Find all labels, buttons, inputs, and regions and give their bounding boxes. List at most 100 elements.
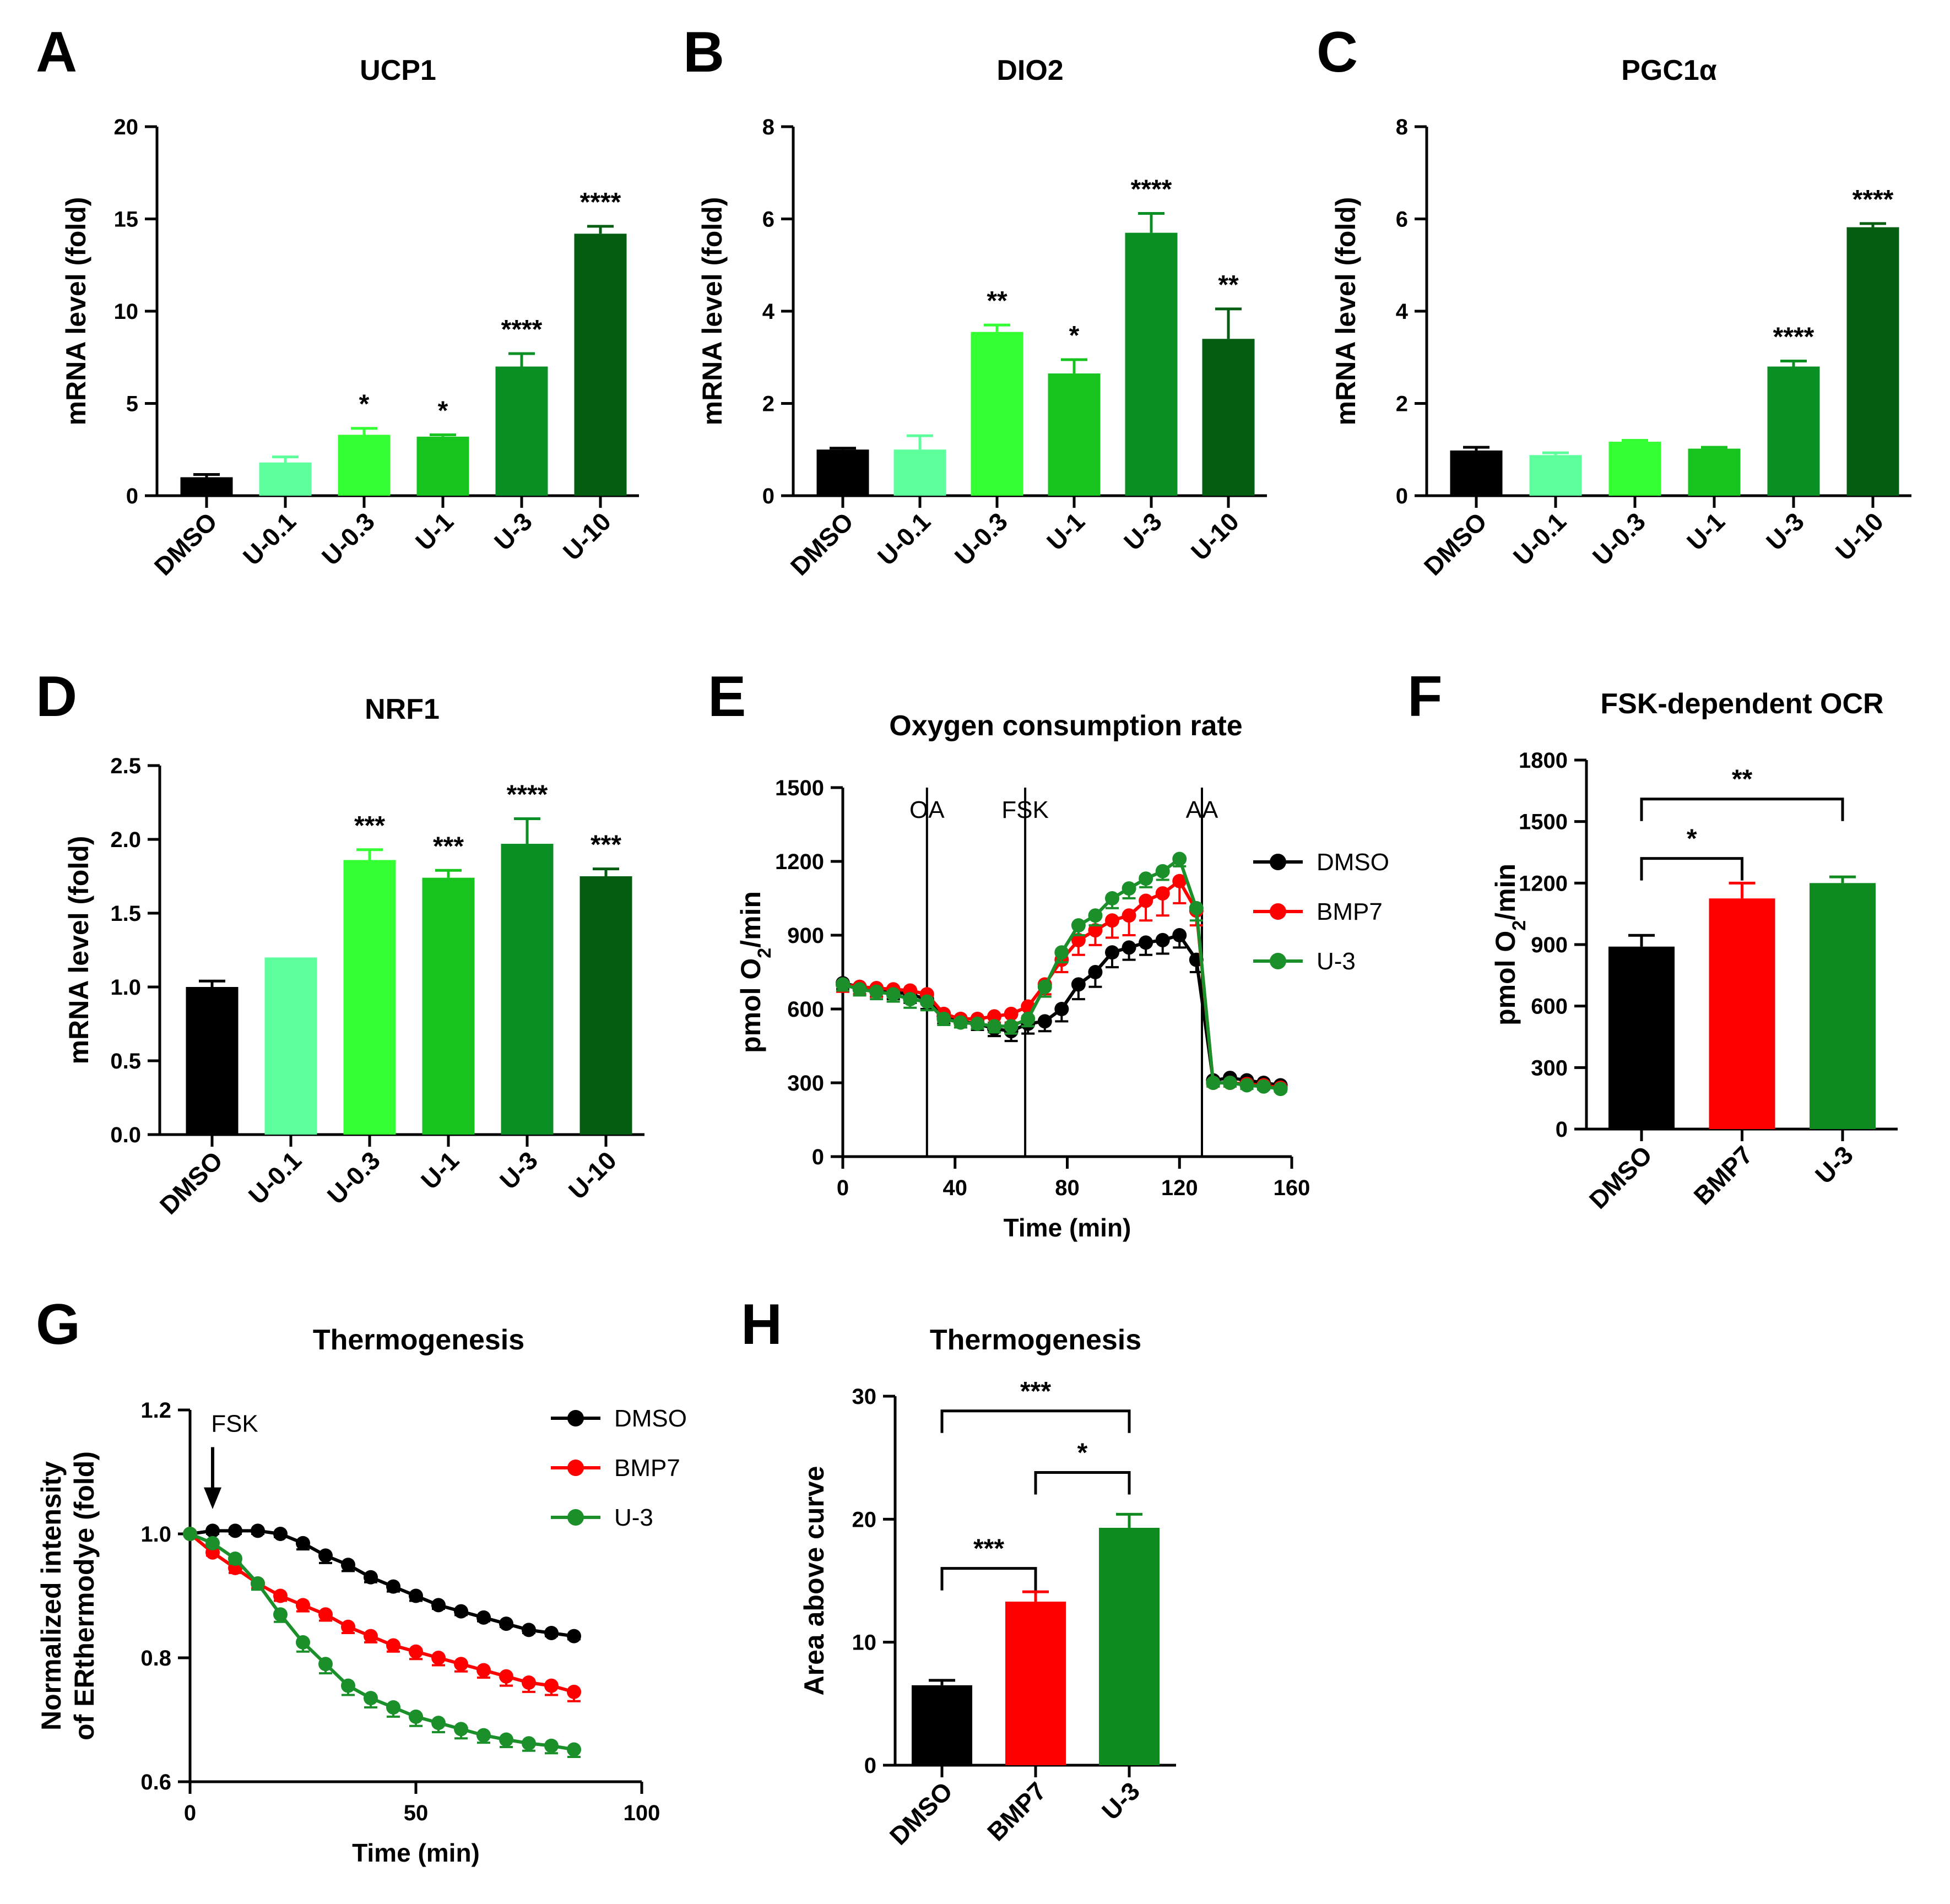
y-tick-label: 0.6 <box>140 1770 171 1794</box>
y-axis-label: Area above curve <box>799 1466 830 1696</box>
data-point <box>1122 940 1136 955</box>
data-point <box>1172 874 1187 888</box>
y-tick-label: 1500 <box>1519 810 1568 834</box>
x-tick-label: DMSO <box>1584 1140 1658 1214</box>
x-tick-label: U-10 <box>1830 507 1889 566</box>
y-axis-label: of ERthermodye (fold) <box>69 1451 100 1740</box>
x-tick-label: U-10 <box>557 507 616 566</box>
data-point <box>1239 1078 1254 1093</box>
event-label: OA <box>909 796 945 823</box>
data-point <box>476 1610 491 1625</box>
data-point <box>296 1635 310 1650</box>
data-point <box>273 1588 288 1603</box>
data-point <box>1037 1014 1052 1029</box>
bar-u-0.1 <box>1529 455 1582 496</box>
x-tick-label: U-0.3 <box>949 507 1013 571</box>
data-point <box>499 1616 513 1631</box>
y-tick-label: 2 <box>1396 392 1408 416</box>
panel-label-b: B <box>683 20 724 84</box>
x-tick-label: U-10 <box>563 1146 622 1205</box>
y-tick-label: 600 <box>787 997 824 1022</box>
data-point <box>522 1675 536 1690</box>
data-point <box>476 1663 491 1678</box>
bar-u-3 <box>495 366 548 496</box>
data-point <box>228 1552 242 1566</box>
legend-marker <box>1270 953 1286 969</box>
data-point <box>364 1691 378 1706</box>
bar-u-3 <box>501 844 554 1135</box>
y-tick-label: 15 <box>114 208 139 232</box>
legend-marker <box>1270 854 1286 870</box>
y-tick-label: 1800 <box>1519 748 1568 773</box>
bar-dmso <box>912 1685 972 1765</box>
bar-u-3 <box>1125 232 1178 496</box>
significance-marker: *** <box>354 811 385 840</box>
y-tick-label: 2 <box>762 392 774 416</box>
x-tick-label: U-3 <box>494 1146 543 1195</box>
data-point <box>409 1709 423 1724</box>
data-point <box>386 1638 400 1653</box>
x-tick-label: U-0.3 <box>316 507 380 571</box>
significance-marker: *** <box>433 832 464 861</box>
legend-entry-bmp7: BMP7 <box>551 1455 680 1482</box>
y-tick-label: 0.5 <box>110 1049 141 1073</box>
x-tick-label: BMP7 <box>982 1776 1052 1846</box>
data-point <box>1172 851 1187 866</box>
y-tick-label: 0.8 <box>140 1646 171 1670</box>
legend-label: BMP7 <box>1317 898 1383 925</box>
data-point <box>953 1015 968 1030</box>
legend-label: U-3 <box>614 1504 653 1531</box>
data-point <box>936 1011 951 1026</box>
x-tick-label: 0 <box>837 1176 849 1200</box>
arrow-head <box>204 1487 221 1509</box>
x-tick-label: U-1 <box>1041 507 1090 556</box>
comparison-label: *** <box>973 1534 1004 1564</box>
x-tick-label: U-1 <box>410 507 459 556</box>
legend-label: U-3 <box>1317 948 1356 975</box>
data-point <box>1054 1002 1069 1016</box>
series-bmp7 <box>836 874 1288 1095</box>
data-point <box>1155 886 1170 901</box>
x-tick-label: U-3 <box>1118 507 1167 556</box>
bar-bmp7 <box>1005 1601 1066 1765</box>
y-tick-label: 0 <box>864 1754 876 1778</box>
series-bmp7 <box>183 1527 581 1702</box>
data-point <box>852 982 867 997</box>
legend-marker <box>567 1509 584 1526</box>
legend-entry-u-3: U-3 <box>1253 948 1356 975</box>
data-point <box>1088 908 1103 923</box>
subscript-2: 2 <box>754 948 775 958</box>
data-point <box>1139 871 1153 886</box>
bar-u-0.1 <box>893 449 946 496</box>
data-point <box>1088 965 1103 979</box>
comparison-label: ** <box>1732 765 1753 794</box>
panel-label-h: H <box>741 1293 782 1357</box>
panel-label-d: D <box>36 665 77 729</box>
x-tick-label: U-0.1 <box>243 1146 307 1209</box>
chart-title: PGC1α <box>1621 55 1717 86</box>
data-point <box>454 1604 468 1619</box>
bar-u-0.3 <box>1608 442 1661 496</box>
comparison-label: * <box>1687 824 1697 854</box>
chart-g: Thermogenesis 0.6 0.8 1.0 1.2 Normalized inte… <box>36 1324 687 1867</box>
x-tick-label: 0 <box>184 1801 196 1825</box>
legend-label: BMP7 <box>614 1455 680 1482</box>
data-point <box>1155 864 1170 878</box>
y-tick-label: 900 <box>787 924 824 948</box>
x-tick-label: DMSO <box>149 507 223 581</box>
data-point <box>318 1548 333 1563</box>
data-point <box>567 1742 581 1757</box>
x-tick-label: U-3 <box>1096 1776 1145 1825</box>
y-tick-label: 30 <box>852 1385 877 1409</box>
bar-u-10 <box>1846 227 1899 496</box>
data-point <box>454 1657 468 1672</box>
y-tick-label: 0 <box>1556 1118 1568 1142</box>
y-tick-label: 8 <box>1396 115 1408 139</box>
y-axis-label: mRNA level (fold) <box>63 836 94 1065</box>
data-point <box>318 1607 333 1622</box>
y-tick-label: 1200 <box>1519 871 1568 896</box>
data-point <box>251 1523 265 1538</box>
x-tick-label: DMSO <box>1418 507 1492 581</box>
x-tick-label: 120 <box>1161 1176 1198 1200</box>
